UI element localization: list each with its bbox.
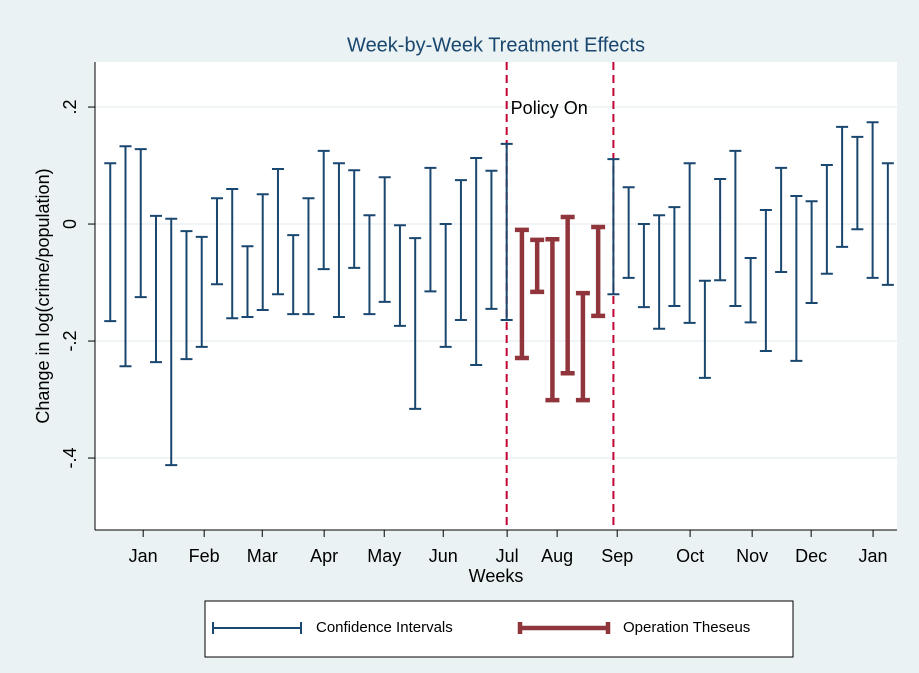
y-tick-label: .2 [60, 100, 80, 115]
error-bar [820, 163, 833, 275]
error-bar [683, 162, 696, 324]
error-bar [653, 214, 666, 330]
error-bar [332, 162, 345, 319]
error-bar [591, 224, 606, 319]
error-bar [439, 223, 452, 348]
legend-box [204, 600, 794, 658]
error-bar [409, 237, 422, 410]
y-axis-label: Change in log(crime/population) [33, 168, 53, 423]
error-bar [393, 224, 406, 327]
x-tick-label: Nov [736, 546, 768, 566]
error-bar [180, 230, 193, 361]
error-bar [668, 206, 681, 307]
error-bar [622, 186, 635, 279]
x-tick-label: May [367, 546, 401, 566]
error-bar [530, 237, 545, 295]
error-bar [881, 162, 894, 286]
x-tick-label: Feb [189, 546, 220, 566]
x-tick-label: Jan [859, 546, 888, 566]
x-tick-label: Oct [676, 546, 704, 566]
legend-swatch [517, 622, 611, 634]
x-tick-label: Jun [429, 546, 458, 566]
error-bar [271, 168, 284, 296]
error-bar [454, 179, 467, 321]
error-bar [714, 178, 727, 282]
x-tick-label: Aug [541, 546, 573, 566]
error-bar [348, 169, 361, 269]
error-bar [424, 166, 437, 293]
legend-label: Operation Theseus [623, 619, 750, 636]
error-bar [119, 145, 132, 368]
error-bar [241, 245, 254, 319]
error-bar [378, 176, 391, 303]
error-bar [256, 193, 269, 312]
error-bar [287, 234, 300, 316]
error-bar [500, 142, 513, 321]
y-tick-label: -.2 [60, 331, 80, 352]
error-bar [560, 214, 575, 376]
x-tick-label: Jul [496, 546, 519, 566]
error-bar [149, 214, 162, 364]
error-bar [226, 187, 239, 320]
x-tick-label: Jan [129, 546, 158, 566]
error-bar [729, 149, 742, 307]
error-bar [363, 214, 376, 316]
x-axis-label: Weeks [469, 566, 524, 586]
error-bar [805, 200, 818, 305]
x-tick-label: Apr [310, 546, 338, 566]
error-bar [317, 149, 330, 271]
error-bar [485, 169, 498, 310]
error-bar [470, 156, 483, 367]
error-bar [851, 135, 864, 231]
error-bar [545, 237, 560, 403]
error-bar [836, 125, 849, 248]
error-bar [165, 217, 178, 467]
error-bar [210, 197, 223, 286]
error-bar [575, 290, 590, 403]
y-tick-label: 0 [60, 219, 80, 229]
error-bar [302, 197, 315, 316]
error-bar [195, 235, 208, 348]
x-tick-label: Mar [247, 546, 278, 566]
error-bar [775, 166, 788, 274]
x-tick-label: Sep [601, 546, 633, 566]
error-bar [866, 121, 879, 279]
y-tick-label: -.4 [60, 448, 80, 469]
error-bar [790, 194, 803, 362]
error-bar [637, 223, 650, 309]
x-tick-label: Dec [795, 546, 827, 566]
error-bar [134, 148, 147, 299]
error-bar [514, 227, 529, 361]
chart-title: Week-by-Week Treatment Effects [347, 34, 645, 56]
legend-label: Confidence Intervals [316, 619, 453, 636]
error-bar [104, 162, 117, 323]
error-bar [698, 279, 711, 379]
error-bar [759, 209, 772, 352]
error-bar [744, 256, 757, 324]
error-bar [607, 158, 620, 296]
legend-swatch [212, 622, 302, 634]
plot-area [95, 62, 897, 530]
annotation: Policy On [511, 98, 588, 118]
